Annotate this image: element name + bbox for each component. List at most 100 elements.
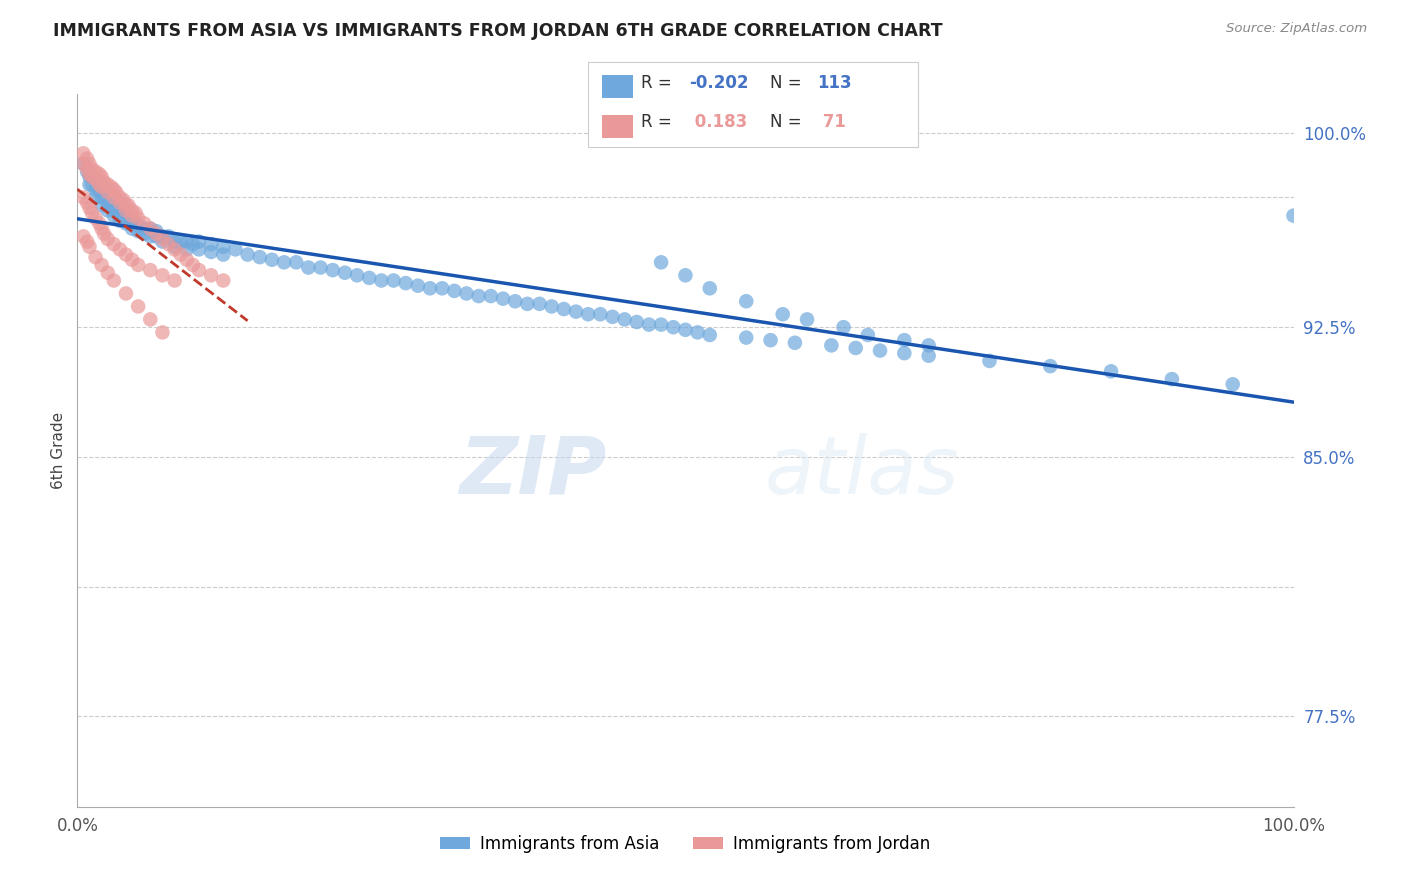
Text: 113: 113 <box>817 74 852 92</box>
Point <box>152 232 174 246</box>
Point <box>97 266 120 280</box>
Point <box>662 320 685 334</box>
Point <box>565 304 588 318</box>
Point <box>163 243 186 257</box>
Text: 71: 71 <box>817 113 846 131</box>
Point <box>772 307 794 321</box>
Point <box>699 328 721 343</box>
Point <box>79 201 101 215</box>
Point <box>297 260 319 275</box>
Point <box>108 195 131 210</box>
Point <box>134 216 156 230</box>
Point <box>115 198 138 212</box>
Point <box>112 193 135 207</box>
Point <box>395 276 418 290</box>
Point <box>115 203 138 218</box>
Point <box>80 206 103 220</box>
Point <box>430 281 453 295</box>
Text: 0.183: 0.183 <box>689 113 747 131</box>
Text: ZIP: ZIP <box>458 433 606 511</box>
Point <box>979 354 1001 368</box>
Point <box>686 326 709 340</box>
Point <box>576 307 599 321</box>
Point <box>152 229 174 244</box>
Point <box>105 186 128 200</box>
Point <box>1099 364 1122 378</box>
Point <box>783 335 806 350</box>
Point <box>134 221 156 235</box>
Point <box>127 211 149 226</box>
Point <box>79 178 101 192</box>
Point <box>76 235 98 249</box>
Point <box>145 224 167 238</box>
Point <box>139 229 162 244</box>
Point <box>79 169 101 184</box>
Point <box>139 221 162 235</box>
Point <box>212 273 235 287</box>
Point <box>638 318 661 332</box>
Text: R =: R = <box>641 74 672 92</box>
Point <box>456 286 478 301</box>
Point <box>443 284 465 298</box>
Point <box>117 214 139 228</box>
Point <box>80 161 103 176</box>
Text: -0.202: -0.202 <box>689 74 748 92</box>
Point <box>127 224 149 238</box>
Point <box>188 235 211 249</box>
Point <box>125 206 148 220</box>
Point <box>103 273 125 287</box>
Point <box>1282 209 1305 223</box>
Point <box>93 190 115 204</box>
Point <box>650 255 672 269</box>
Point <box>84 164 107 178</box>
Point <box>103 209 125 223</box>
Point <box>127 258 149 272</box>
Point <box>145 229 167 244</box>
Point <box>540 300 562 314</box>
Point <box>108 190 131 204</box>
Point <box>157 229 180 244</box>
Point <box>76 164 98 178</box>
Point <box>93 175 115 189</box>
Point <box>90 198 112 212</box>
Point <box>157 237 180 252</box>
Point <box>735 294 758 309</box>
Point <box>121 221 143 235</box>
Point <box>97 195 120 210</box>
Point <box>893 333 915 347</box>
Point <box>675 323 697 337</box>
Point <box>832 320 855 334</box>
Point <box>212 247 235 261</box>
Point <box>89 216 111 230</box>
Point <box>90 180 112 194</box>
Point <box>117 198 139 212</box>
Point <box>97 232 120 246</box>
Point <box>90 190 112 204</box>
Point <box>285 255 308 269</box>
Point <box>492 292 515 306</box>
Point <box>1222 377 1244 392</box>
Point <box>76 152 98 166</box>
Point <box>170 247 193 261</box>
Text: N =: N = <box>770 113 801 131</box>
Point <box>115 247 138 261</box>
Point <box>100 198 122 212</box>
Point <box>260 252 283 267</box>
Point <box>200 244 222 259</box>
Point <box>89 167 111 181</box>
Point <box>108 243 131 257</box>
Point <box>90 169 112 184</box>
Text: atlas: atlas <box>765 433 959 511</box>
Point <box>200 237 222 252</box>
Point <box>84 250 107 264</box>
Point <box>626 315 648 329</box>
Point <box>845 341 868 355</box>
Point <box>76 195 98 210</box>
Point <box>139 263 162 277</box>
Point <box>516 297 538 311</box>
Point <box>346 268 368 283</box>
Point <box>1039 359 1062 373</box>
Point <box>170 235 193 249</box>
Point <box>93 227 115 241</box>
Point <box>79 167 101 181</box>
